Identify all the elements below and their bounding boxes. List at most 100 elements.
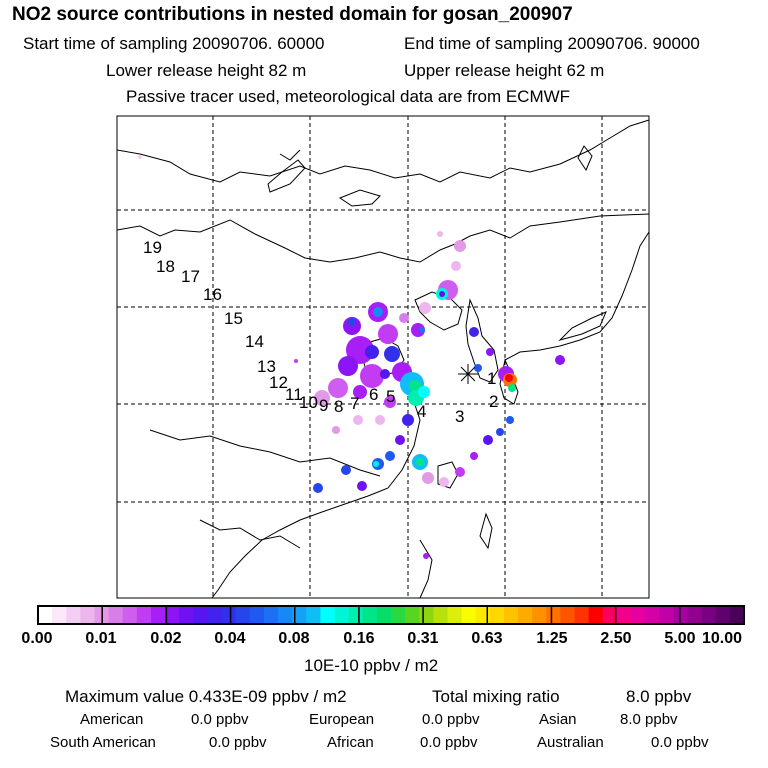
colorbar-swatch: [659, 606, 674, 624]
colorbar-swatch: [461, 606, 477, 624]
trajectory-label: 2: [489, 392, 498, 411]
colorbar-swatch: [616, 606, 632, 624]
map-frame: [116, 115, 650, 599]
colorbar-swatch: [532, 606, 547, 624]
end-time: End time of sampling 20090706. 90000: [404, 34, 700, 53]
region-name: South American: [50, 734, 156, 751]
colorbar-swatch: [701, 606, 717, 624]
colorbar-swatch: [52, 606, 67, 624]
colorbar-swatch: [207, 606, 223, 624]
region-name: American: [80, 711, 144, 728]
colorbar-swatch: [278, 606, 293, 624]
colorbar-swatch: [221, 606, 237, 624]
trajectory-label: 5: [386, 387, 395, 406]
lower-release-height: Lower release height 82 m: [106, 61, 307, 80]
trajectory-label: 19: [143, 238, 162, 257]
maximum-value: Maximum value 0.433E-09 ppbv / m2: [65, 687, 347, 706]
colorbar-swatch: [306, 606, 321, 624]
colorbar-swatch: [193, 606, 209, 624]
colorbar-swatch: [108, 606, 124, 624]
colorbar-swatch: [518, 606, 533, 624]
map-title: NO2 source contributions in nested domai…: [12, 4, 573, 25]
region-value: 0.0 ppbv: [209, 734, 267, 751]
trajectory-labels: 1 2 3 4 5 6 7 8 9 10 11 12 13 14 15 16 1…: [143, 238, 498, 426]
trajectory-label: 8: [334, 397, 343, 416]
region-name: Asian: [539, 711, 577, 728]
region-value: 0.0 ppbv: [422, 711, 480, 728]
region-value: 8.0 ppbv: [620, 711, 678, 728]
trajectory-label: 6: [369, 385, 378, 404]
graticule: [117, 116, 649, 598]
trajectory-label: 3: [455, 407, 464, 426]
colorbar-swatch: [631, 606, 646, 624]
colorbar-swatch: [602, 606, 618, 624]
colorbar-swatch: [320, 606, 336, 624]
trajectory-label: 15: [224, 309, 243, 328]
colorbar-tick: 0.04: [214, 630, 246, 647]
trajectory-label: 14: [245, 332, 264, 351]
colorbar-swatch: [334, 606, 350, 624]
total-mixing-ratio-value: 8.0 ppbv: [626, 687, 692, 706]
colorbar-swatch: [447, 606, 463, 624]
colorbar-tick: 1.25: [536, 630, 568, 647]
trajectory-label: 7: [350, 394, 359, 413]
upper-release-height: Upper release height 62 m: [404, 61, 605, 80]
region-value: 0.0 ppbv: [191, 711, 249, 728]
colorbar-swatch: [715, 606, 731, 624]
trajectory-label: 4: [417, 402, 426, 421]
trajectory-label: 12: [269, 373, 288, 392]
colorbar-swatch: [475, 606, 491, 624]
colorbar-tick: 0.08: [278, 630, 310, 647]
trajectory-label: 10: [299, 393, 318, 412]
trajectory-label: 13: [257, 357, 276, 376]
colorbar-swatch: [391, 606, 406, 624]
colorbar-tick: 0.01: [85, 630, 117, 647]
colorbar-swatch: [150, 606, 166, 624]
trajectory-label: 9: [319, 396, 328, 415]
colorbar-swatch: [122, 606, 138, 624]
trajectory-label: 1: [487, 369, 496, 388]
colorbar-swatch: [687, 606, 703, 624]
tracer-note: Passive tracer used, meteorological data…: [126, 87, 571, 106]
colorbar-swatch: [136, 606, 152, 624]
colorbar-swatch: [292, 606, 307, 624]
concentration-field: [138, 155, 565, 559]
colorbar-tick: 0.31: [407, 630, 439, 647]
region-name: European: [309, 711, 375, 728]
colorbar-swatch: [546, 606, 562, 624]
trajectory-label: 17: [181, 267, 200, 286]
colorbar-swatch: [489, 606, 505, 624]
colorbar-tick: 10.00: [701, 630, 743, 647]
colorbar-swatch: [66, 606, 81, 624]
colorbar-swatch: [165, 606, 180, 624]
colorbar-tick: 2.50: [600, 630, 632, 647]
colorbar-swatch: [588, 606, 604, 624]
region-name: Australian: [537, 734, 604, 751]
colorbar-swatch: [263, 606, 279, 624]
colorbar-swatch: [376, 606, 392, 624]
colorbar-swatch: [362, 606, 378, 624]
colorbar-swatch: [574, 606, 590, 624]
colorbar-tick: 0.02: [150, 630, 182, 647]
colorbar-tick: 0.16: [343, 630, 375, 647]
receptor-star-icon: [458, 364, 478, 384]
colorbar-border: [37, 605, 745, 625]
colorbar: [37, 605, 745, 625]
trajectory-label: 11: [285, 385, 303, 404]
colorbar-swatch: [729, 606, 745, 624]
colorbar-swatch: [673, 606, 689, 624]
trajectory-label: 16: [203, 285, 222, 304]
colorbar-swatch: [405, 606, 420, 624]
start-time: Start time of sampling 20090706. 60000: [23, 34, 325, 53]
colorbar-swatch: [503, 606, 519, 624]
colorbar-swatch: [235, 606, 251, 624]
colorbar-swatch: [249, 606, 265, 624]
colorbar-tick: 0.00: [21, 630, 53, 647]
colorbar-swatch: [419, 606, 434, 624]
trajectory-label: 18: [156, 257, 175, 276]
colorbar-swatch: [80, 606, 96, 624]
colorbar-swatch: [38, 606, 53, 624]
colorbar-tick: 0.63: [471, 630, 503, 647]
total-mixing-ratio-label: Total mixing ratio: [432, 687, 560, 706]
colorbar-swatch: [645, 606, 660, 624]
